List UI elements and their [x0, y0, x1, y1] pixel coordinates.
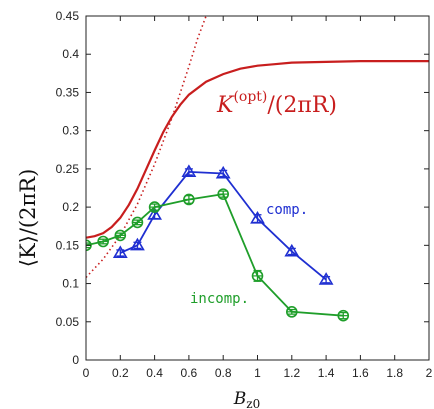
data-point-triangle	[215, 165, 231, 179]
y-tick-label: 0.25	[56, 162, 80, 176]
x-tick-label: 1.4	[318, 366, 335, 380]
y-tick-label: 0.35	[56, 85, 80, 99]
x-tick-label: 1.2	[283, 366, 300, 380]
x-axis-label: Bz0	[233, 389, 260, 409]
x-tick-label: 0.2	[112, 366, 129, 380]
x-axis-label-sub: z0	[246, 397, 260, 409]
series-line-1	[86, 16, 207, 278]
y-tick-label: 0.45	[56, 9, 80, 23]
series-line-2	[119, 170, 327, 281]
data-point-triangle	[250, 210, 265, 224]
x-tick-label: 1.6	[352, 366, 369, 380]
y-tick-label: 0	[72, 353, 79, 367]
x-tick-label: 0.8	[215, 366, 232, 380]
x-tick-label: 0.6	[181, 366, 198, 380]
series-line-3	[86, 193, 344, 317]
x-axis-label-main: B	[233, 389, 247, 409]
x-tick-label: 1.8	[386, 366, 403, 380]
series-label-kopt-main: K	[216, 93, 235, 118]
series-label-comp: comp.	[266, 202, 308, 218]
x-tick-label: 1	[254, 366, 261, 380]
series-label-kopt-rest: /(2πR)	[267, 93, 337, 118]
series-label-kopt-sup: (opt)	[233, 89, 267, 105]
data-point-triangle	[147, 207, 162, 220]
y-tick-label: 0.4	[62, 47, 79, 61]
x-tick-label: 2	[426, 366, 433, 380]
series-line-0	[86, 60, 429, 239]
y-tick-label: 0.2	[62, 200, 79, 214]
y-tick-label: 0.3	[62, 124, 79, 138]
data-point-triangle	[112, 245, 128, 258]
series-label-incomp: incomp.	[190, 291, 249, 307]
data-point-triangle	[130, 237, 145, 251]
y-axis-label: ⟨K⟩/(2πR)	[16, 169, 40, 268]
data-point-triangle	[284, 243, 300, 257]
x-tick-label: 0	[83, 366, 90, 380]
data-point-triangle	[181, 164, 197, 177]
y-tick-label: 0.15	[56, 238, 80, 252]
x-tick-label: 0.4	[146, 366, 163, 380]
series-label-kopt: K(opt)/(2πR)	[216, 89, 337, 118]
y-tick-label: 0.1	[62, 277, 79, 291]
y-tick-label: 0.05	[56, 315, 80, 329]
data-point-triangle	[318, 272, 334, 285]
